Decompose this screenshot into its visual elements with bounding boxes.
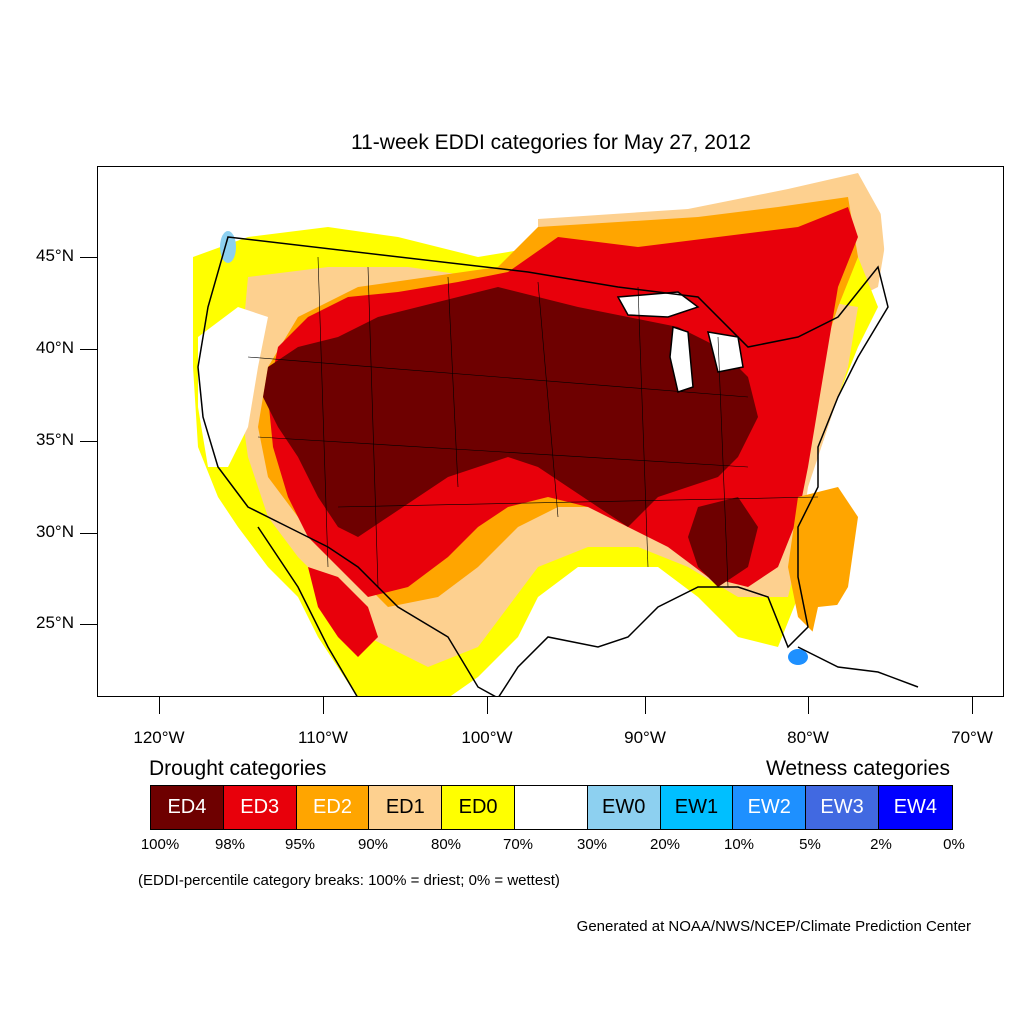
pct-label-0: 0%	[943, 836, 965, 853]
pct-label-5: 5%	[799, 836, 821, 853]
legend-cell-ew1: EW1	[660, 786, 734, 829]
pct-label-80: 80%	[430, 836, 462, 853]
legend-cell-ew4: EW4	[878, 786, 952, 829]
lon-label-70: 70°W	[951, 728, 993, 747]
wetness-heading: Wetness categories	[765, 757, 950, 780]
lat-tick-40	[80, 349, 97, 350]
pct-label-100: 100%	[140, 836, 180, 853]
pct-label-98: 98%	[214, 836, 246, 853]
lat-label-40: 40°N	[36, 338, 74, 357]
wet-patch-bahamas	[788, 649, 808, 665]
eddi-map	[97, 166, 1004, 697]
lon-tick-120	[159, 697, 160, 714]
lon-tick-90	[645, 697, 646, 714]
lon-tick-110	[323, 697, 324, 714]
map-title: 11-week EDDI categories for May 27, 2012	[351, 131, 751, 154]
ed4-southeast-patch	[688, 497, 758, 587]
lat-label-30: 30°N	[36, 522, 74, 541]
baja-coastline	[257, 526, 358, 696]
legend-cell-ew3: EW3	[806, 786, 879, 829]
lon-tick-100	[487, 697, 488, 714]
lon-label-120: 120°W	[133, 728, 185, 747]
pct-label-30: 30%	[576, 836, 608, 853]
legend-cell-ed1: ED1	[369, 786, 443, 829]
gulf-of-mexico	[498, 637, 795, 696]
ed3-mexico-patch	[308, 567, 378, 657]
pct-label-10: 10%	[723, 836, 755, 853]
lon-label-100: 100°W	[461, 728, 513, 747]
ed4-region	[263, 287, 758, 537]
lat-tick-25	[80, 624, 97, 625]
lat-label-25: 25°N	[36, 613, 74, 632]
pct-label-2: 2%	[870, 836, 892, 853]
pct-label-70: 70%	[502, 836, 534, 853]
lat-tick-45	[80, 257, 97, 258]
pct-label-95: 95%	[284, 836, 316, 853]
category-breaks-note: (EDDI-percentile category breaks: 100% =…	[138, 872, 560, 889]
legend-cell-ed3: ED3	[223, 786, 297, 829]
legend-cell-ed2: ED2	[296, 786, 370, 829]
state-boundaries	[247, 256, 819, 588]
pct-label-20: 20%	[649, 836, 681, 853]
ocean-northeast	[878, 167, 1003, 367]
credit-line: Generated at NOAA/NWS/NCEP/Climate Predi…	[576, 918, 971, 935]
drought-heading: Drought categories	[149, 757, 327, 780]
ed2-florida-region	[788, 487, 858, 637]
lon-label-80: 80°W	[787, 728, 829, 747]
legend-cell-ew0: EW0	[587, 786, 661, 829]
legend-cell-ed0: ED0	[442, 786, 515, 829]
wet-patch-northwest	[220, 231, 236, 263]
near-normal-west	[198, 307, 268, 467]
lat-tick-35	[80, 441, 97, 442]
lake-huron	[706, 331, 744, 373]
eddi-map-graphic	[193, 167, 1003, 696]
lon-label-110: 110°W	[298, 728, 348, 747]
lat-label-45: 45°N	[36, 246, 74, 265]
lat-tick-30	[80, 533, 97, 534]
legend-cell-normal	[514, 786, 588, 829]
lon-tick-80	[808, 697, 809, 714]
us-outline	[197, 236, 889, 696]
lon-tick-70	[972, 697, 973, 714]
lon-label-90: 90°W	[624, 728, 666, 747]
pct-label-90: 90%	[357, 836, 389, 853]
legend-cell-ew2: EW2	[733, 786, 807, 829]
legend-cell-ed4: ED4	[151, 786, 224, 829]
cuba-coastline	[797, 646, 919, 688]
lake-michigan	[669, 325, 694, 393]
legend-colorbar: ED4 ED3 ED2 ED1 ED0 EW0 EW1 EW2 EW3 EW4	[150, 785, 953, 830]
lat-label-35: 35°N	[36, 430, 74, 449]
